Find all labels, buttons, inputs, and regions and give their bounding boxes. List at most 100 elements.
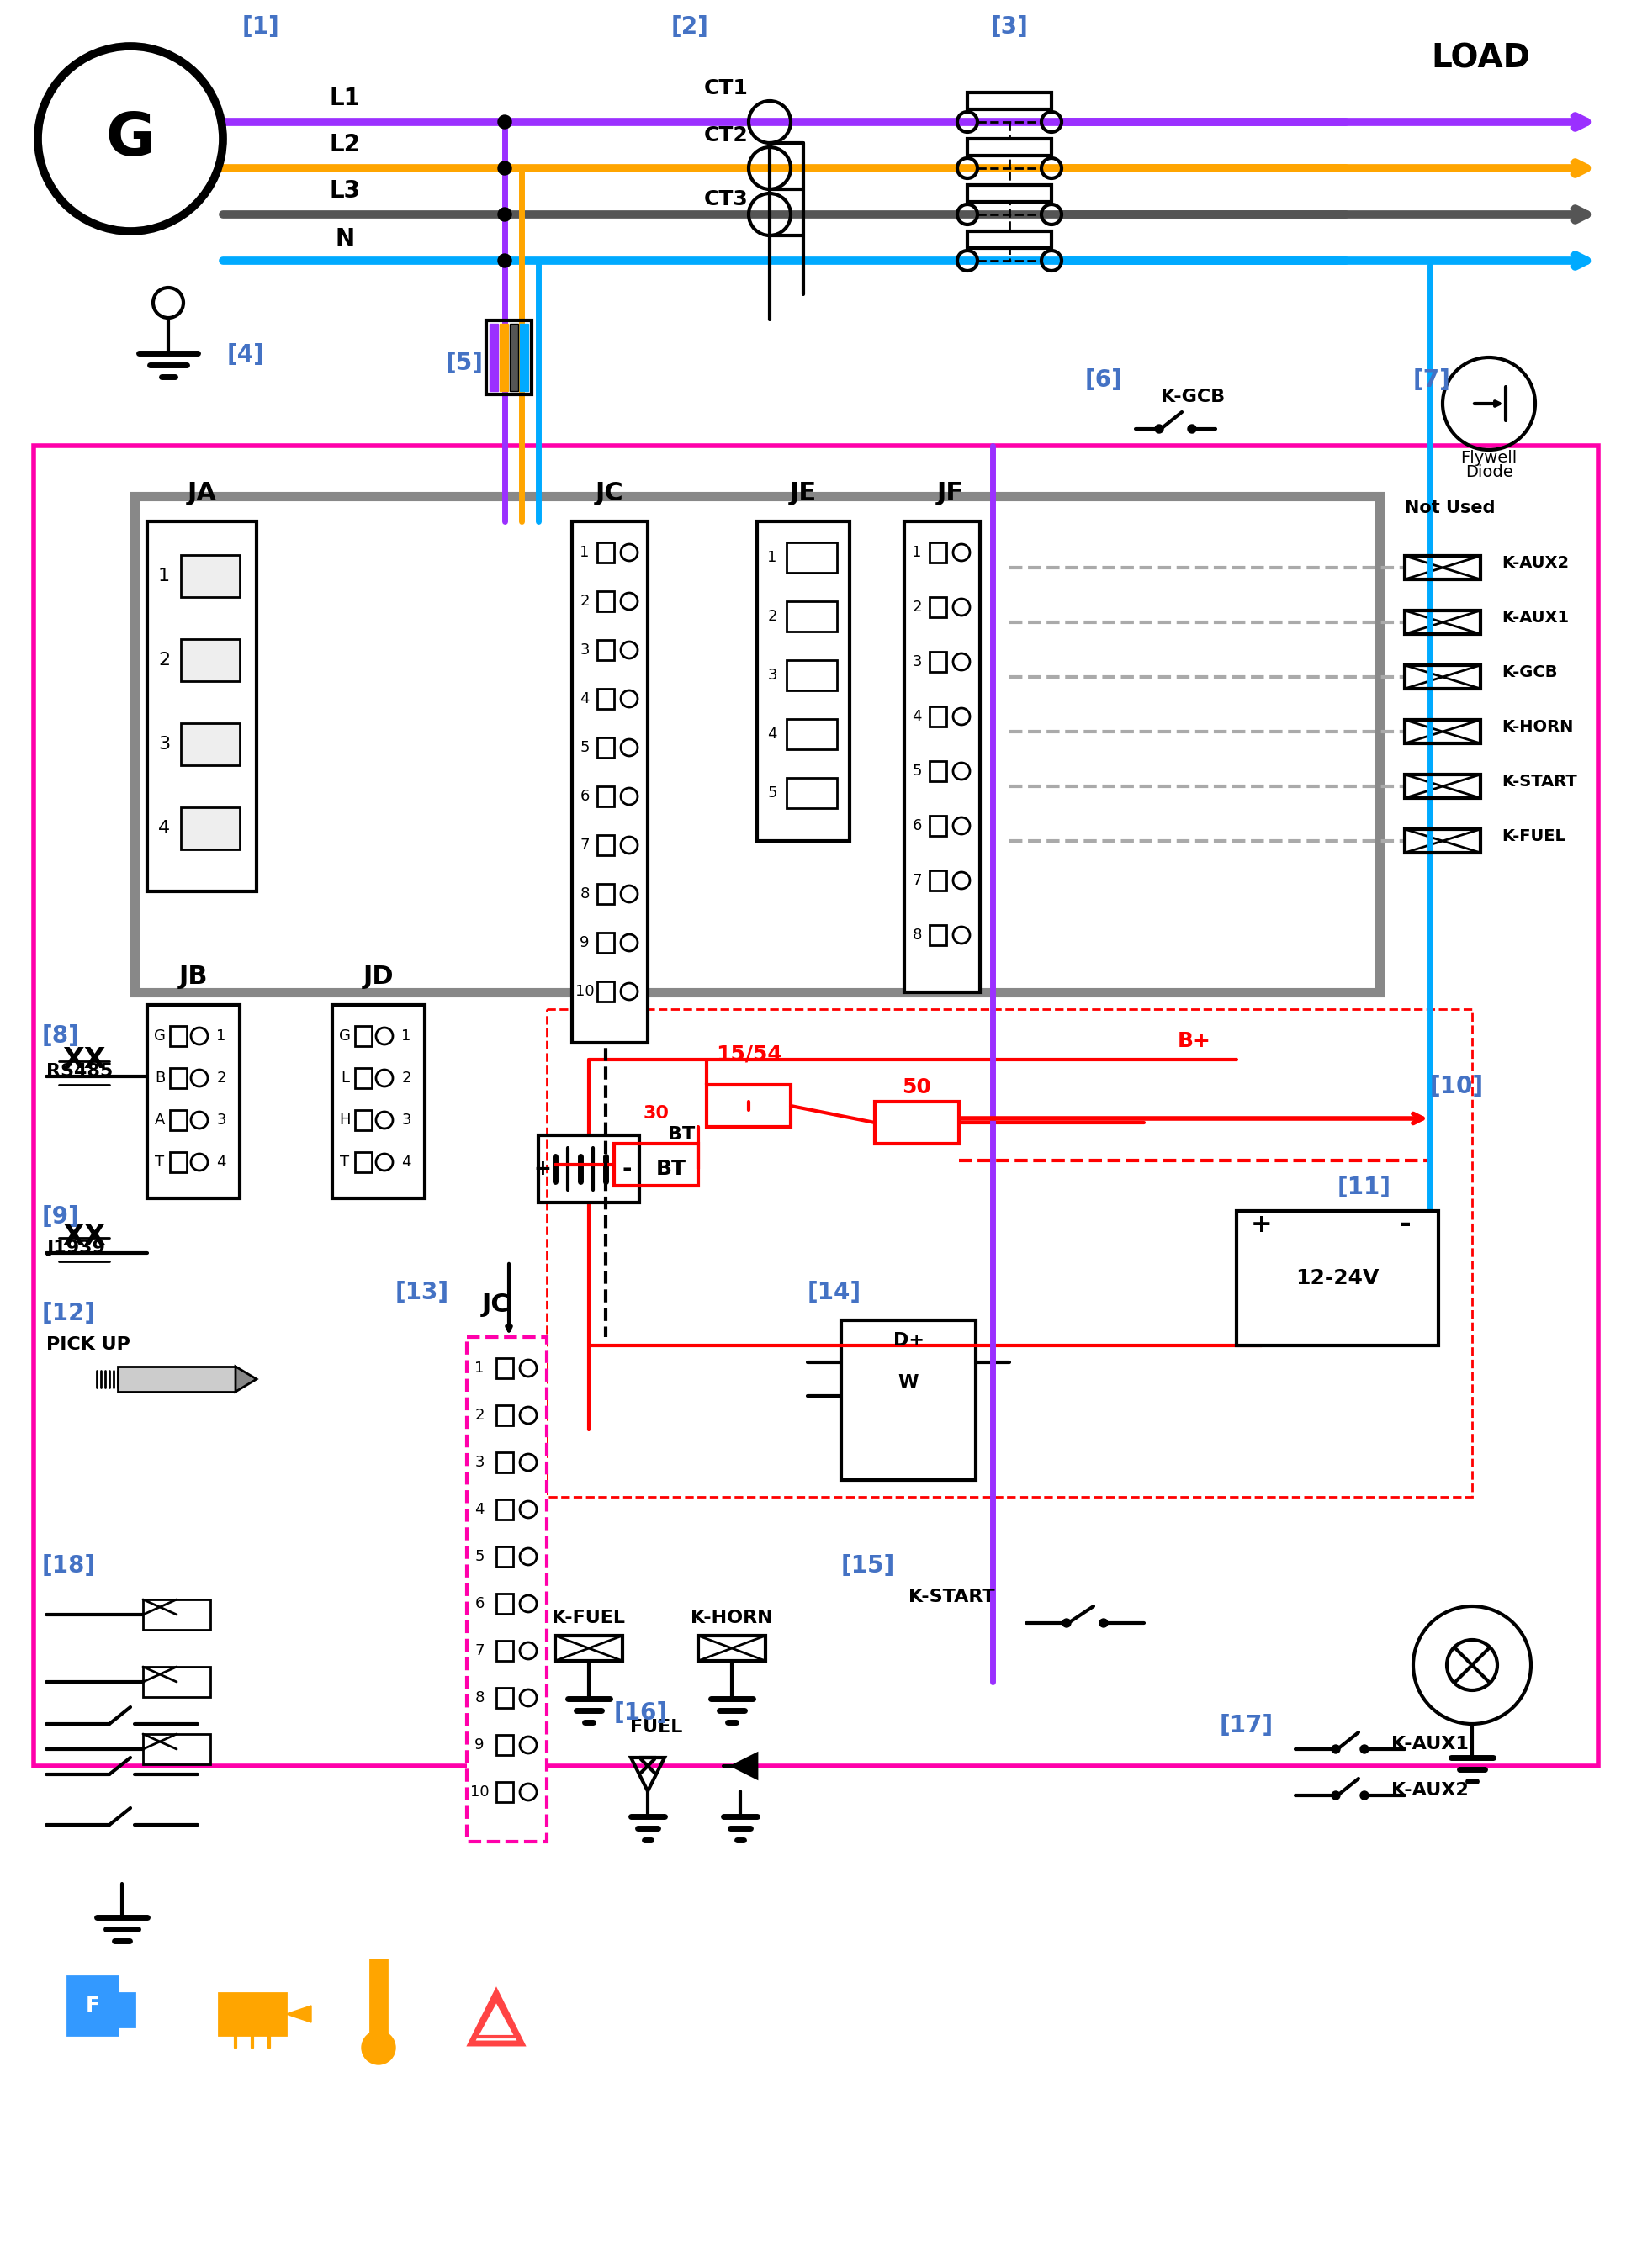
Text: JB: JB [179,964,209,989]
Text: JC: JC [596,481,624,506]
Text: 6: 6 [475,1597,484,1610]
Bar [148,1005,240,1198]
Circle shape [498,116,511,129]
Bar [929,762,946,780]
Bar [905,522,980,993]
Bar [496,1359,512,1379]
Text: 1: 1 [911,544,921,560]
Text: 1: 1 [158,567,171,585]
Text: PICK UP: PICK UP [46,1336,130,1354]
Bar [496,1687,512,1708]
Circle shape [498,209,511,222]
Bar [332,1005,425,1198]
Circle shape [1332,1792,1340,1799]
Bar [118,1368,235,1393]
Bar [218,1994,286,2034]
Bar [169,1068,187,1089]
Text: 3: 3 [911,653,921,669]
Text: XX: XX [62,1222,105,1250]
Bar [499,324,507,390]
Text: T: T [340,1154,350,1170]
Bar [875,1102,959,1143]
Text: K-GCB: K-GCB [1501,665,1558,680]
Bar [598,932,614,953]
Text: 15/54: 15/54 [716,1043,782,1064]
Bar [598,592,614,612]
Polygon shape [286,2005,312,2023]
Bar [698,1635,765,1660]
Text: 1: 1 [580,544,589,560]
Bar [521,324,529,390]
Circle shape [1332,1744,1340,1753]
Text: G: G [154,1027,166,1043]
Text: FUEL: FUEL [631,1719,683,1735]
Bar [539,1136,639,1202]
Bar [598,640,614,660]
Bar [1406,610,1481,635]
Circle shape [361,2030,396,2064]
Bar [598,689,614,710]
Text: 7: 7 [911,873,921,889]
Text: BT: BT [668,1125,695,1143]
Bar [496,1406,512,1424]
Bar [496,1640,512,1660]
Bar [143,1735,210,1765]
Bar [355,1152,371,1173]
Text: JC: JC [483,1293,511,1318]
Text: CT1: CT1 [704,77,749,98]
Bar [169,1025,187,1046]
Text: 3: 3 [158,735,171,753]
Bar [181,807,240,848]
Text: K-FUEL: K-FUEL [552,1610,626,1626]
Text: B: B [154,1070,164,1086]
Text: K-HORN: K-HORN [691,1610,773,1626]
Text: [8]: [8] [43,1025,80,1048]
Bar [1406,719,1481,744]
Circle shape [1187,424,1195,433]
Bar [496,1547,512,1567]
Text: W: W [898,1374,920,1390]
Text: 9: 9 [475,1737,484,1753]
Bar [355,1109,371,1129]
Text: 3: 3 [475,1454,484,1470]
Text: 4: 4 [911,710,921,723]
Text: 8: 8 [580,887,589,900]
Bar [181,723,240,764]
Text: [16]: [16] [614,1701,668,1724]
Text: 2: 2 [158,651,171,669]
Text: CT3: CT3 [704,188,749,209]
Text: 1: 1 [402,1027,410,1043]
Bar [135,497,1379,993]
Bar [496,1735,512,1755]
Bar [967,138,1051,156]
Bar [555,1635,622,1660]
Circle shape [498,254,511,268]
Text: [12]: [12] [43,1302,95,1325]
Bar [967,186,1051,202]
Bar [706,1084,791,1127]
Bar [598,542,614,562]
Text: BT: BT [657,1159,686,1179]
Bar [169,1152,187,1173]
Text: +: + [534,1159,552,1179]
Bar [496,1783,512,1803]
Bar [841,1320,975,1481]
Text: [17]: [17] [1220,1715,1274,1737]
Bar [143,1599,210,1631]
Text: [1]: [1] [241,16,279,39]
Text: 4: 4 [401,1154,410,1170]
Text: -: - [622,1157,632,1182]
Circle shape [1360,1744,1369,1753]
Text: L3: L3 [330,179,361,202]
Text: [6]: [6] [1085,367,1123,392]
Text: L1: L1 [330,86,360,111]
Text: 4: 4 [217,1154,227,1170]
Bar [181,640,240,680]
Text: F: F [85,1996,100,2016]
Text: H: H [340,1114,350,1127]
Text: 4: 4 [475,1501,484,1517]
Bar [181,556,240,596]
Bar [598,787,614,807]
Text: [7]: [7] [1414,367,1452,392]
Text: LOAD: LOAD [1430,43,1530,75]
